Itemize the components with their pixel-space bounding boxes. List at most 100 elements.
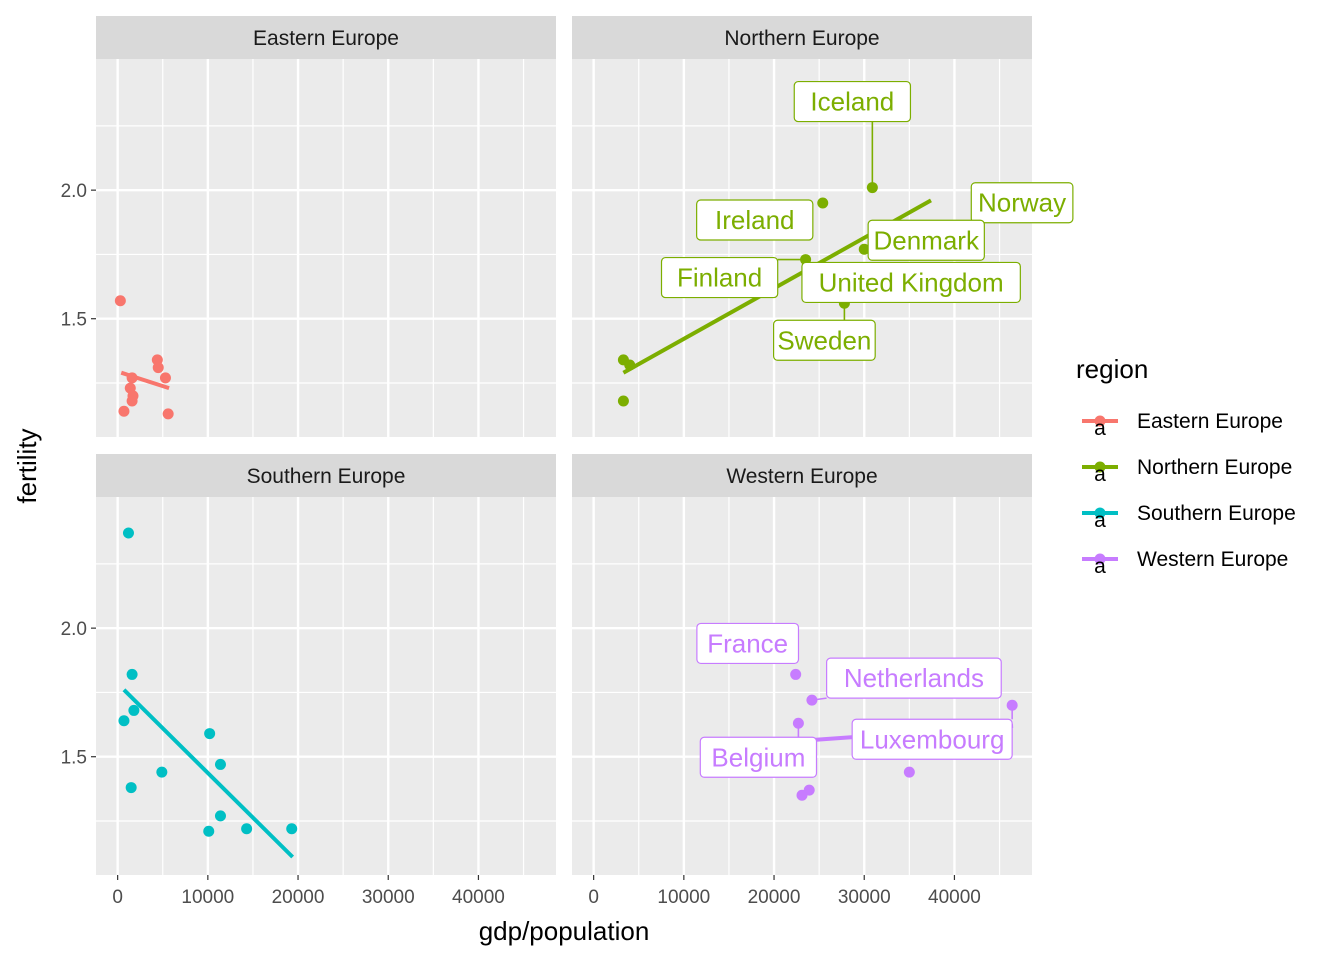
facet-strip <box>572 454 1032 497</box>
legend-item-western-europe: a Western Europe <box>1082 548 1288 578</box>
panel-northern-europe: Northern Europe Iceland Norway Ireland Denma… <box>572 16 1074 437</box>
label-belgium: Belgium <box>711 742 805 772</box>
data-point <box>214 810 226 822</box>
facet-strip-label: Western Europe <box>726 465 877 488</box>
label-united-kingdom: United Kingdom <box>819 267 1004 297</box>
label-box <box>801 261 1021 304</box>
legend-key-point <box>1094 461 1106 473</box>
label-box <box>851 718 1013 760</box>
labels-northern-europe: Iceland Norway Ireland Denmark Finland United… <box>660 80 1074 361</box>
data-point <box>286 823 298 835</box>
label-iceland: Iceland <box>810 87 894 117</box>
facet-strip <box>572 16 1032 59</box>
label-box <box>699 736 818 778</box>
label-box <box>970 182 1074 224</box>
x-tick-label: 0 <box>112 887 123 908</box>
legend-item-label: Eastern Europe <box>1137 410 1283 433</box>
x-tick-label: 40000 <box>452 887 505 908</box>
points-southern-europe <box>118 527 298 837</box>
legend-item-label: Northern Europe <box>1137 456 1292 479</box>
legend-key-point <box>1094 553 1106 565</box>
label-denmark: Denmark <box>873 225 979 255</box>
legend: region a Eastern Europe a Northern Europe a S… <box>1076 354 1296 578</box>
label-sweden: Sweden <box>777 325 871 355</box>
x-tick-label: 10000 <box>181 887 234 908</box>
legend-item-northern-europe: a Northern Europe <box>1082 456 1292 486</box>
legend-item-southern-europe: a Southern Europe <box>1082 502 1296 532</box>
label-box <box>793 80 912 123</box>
points-western-europe <box>790 668 1018 801</box>
label-norway: Norway <box>978 188 1066 218</box>
data-point <box>128 704 140 716</box>
facet-strip-label: Southern Europe <box>247 465 406 488</box>
label-connector <box>811 697 827 701</box>
panel-background <box>96 497 556 875</box>
data-point <box>241 823 253 835</box>
x-tick-label: 20000 <box>272 887 325 908</box>
label-box <box>696 622 800 665</box>
panel-southern-europe: Southern Europe <box>96 454 556 875</box>
data-point <box>118 405 130 417</box>
gridlines <box>96 59 556 437</box>
label-luxembourg: Luxembourg <box>860 724 1005 754</box>
label-box <box>867 219 985 261</box>
data-point <box>858 243 870 255</box>
panel-western-europe: Western Europe France Netherlands Luxembour… <box>572 454 1032 875</box>
legend-title: region <box>1076 354 1148 384</box>
legend-item-label: Southern Europe <box>1137 502 1296 525</box>
legend-key-point <box>1094 507 1106 519</box>
y-tick-label: 1.5 <box>61 748 87 769</box>
data-point <box>790 668 802 680</box>
label-box <box>772 319 876 361</box>
label-netherlands: Netherlands <box>844 663 984 693</box>
data-point <box>617 395 629 407</box>
y-tick-label: 1.5 <box>61 310 87 331</box>
x-tick-label: 20000 <box>748 887 801 908</box>
data-point <box>214 758 226 770</box>
y-tick-label: 2.0 <box>61 181 87 202</box>
label-finland: Finland <box>677 263 762 293</box>
data-point <box>126 395 138 407</box>
y-tick-label: 2.0 <box>61 619 87 640</box>
legend-key-point <box>1094 415 1106 427</box>
label-ireland: Ireland <box>715 205 795 235</box>
data-point <box>796 789 808 801</box>
data-point <box>162 408 174 420</box>
gridlines <box>96 497 556 875</box>
x-axis-title: gdp/population <box>479 916 650 946</box>
data-point <box>156 766 168 778</box>
legend-item-label: Western Europe <box>1137 548 1288 571</box>
x-tick-label: 40000 <box>928 887 981 908</box>
x-tick-label: 30000 <box>362 887 415 908</box>
data-point <box>903 766 915 778</box>
legend-key-letter: a <box>1094 555 1106 578</box>
legend-key-letter: a <box>1094 417 1106 440</box>
x-tick-label: 30000 <box>838 887 891 908</box>
trend-line <box>120 370 170 391</box>
legend-key-letter: a <box>1094 509 1106 532</box>
x-tick-label: 10000 <box>657 887 710 908</box>
data-point <box>114 295 126 307</box>
label-france: France <box>707 628 788 658</box>
legend-items: a Eastern Europe a Northern Europe a Southern… <box>1082 410 1296 578</box>
data-point <box>159 372 171 384</box>
trend-line <box>122 688 295 859</box>
facet-strip <box>96 454 556 497</box>
legend-key-letter: a <box>1094 463 1106 486</box>
y-axis-title: fertility <box>12 428 42 503</box>
data-point <box>204 728 216 740</box>
data-point <box>817 197 829 209</box>
data-point <box>122 527 134 539</box>
legend-item-eastern-europe: a Eastern Europe <box>1082 410 1283 440</box>
label-box <box>826 657 1002 699</box>
data-point <box>118 715 130 727</box>
label-box <box>696 199 814 241</box>
x-tick-label: 0 <box>588 887 599 908</box>
axes: 1.5 2.0 1.5 2.0 0 10000 20000 30000 40000 0 10000 2… <box>61 181 981 908</box>
facet-strip-label: Eastern Europe <box>253 27 399 50</box>
data-point <box>152 362 164 374</box>
label-box <box>660 256 779 299</box>
panels: Eastern Europe Northern Europe Iceland Norw… <box>96 16 1074 875</box>
data-point <box>126 668 138 680</box>
